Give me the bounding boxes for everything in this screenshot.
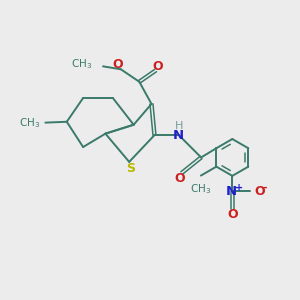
Text: +: + — [235, 183, 243, 193]
Text: O: O — [227, 208, 238, 221]
Text: S: S — [126, 162, 135, 175]
Text: H: H — [175, 121, 183, 131]
Text: O: O — [153, 60, 163, 74]
Text: O: O — [255, 185, 265, 198]
Text: N: N — [173, 129, 184, 142]
Text: CH$_3$: CH$_3$ — [19, 116, 40, 130]
Text: O: O — [174, 172, 185, 185]
Text: CH$_3$: CH$_3$ — [190, 182, 211, 196]
Text: CH$_3$: CH$_3$ — [71, 57, 93, 71]
Text: O: O — [112, 58, 123, 71]
Text: -: - — [263, 183, 267, 193]
Text: N: N — [225, 185, 236, 198]
